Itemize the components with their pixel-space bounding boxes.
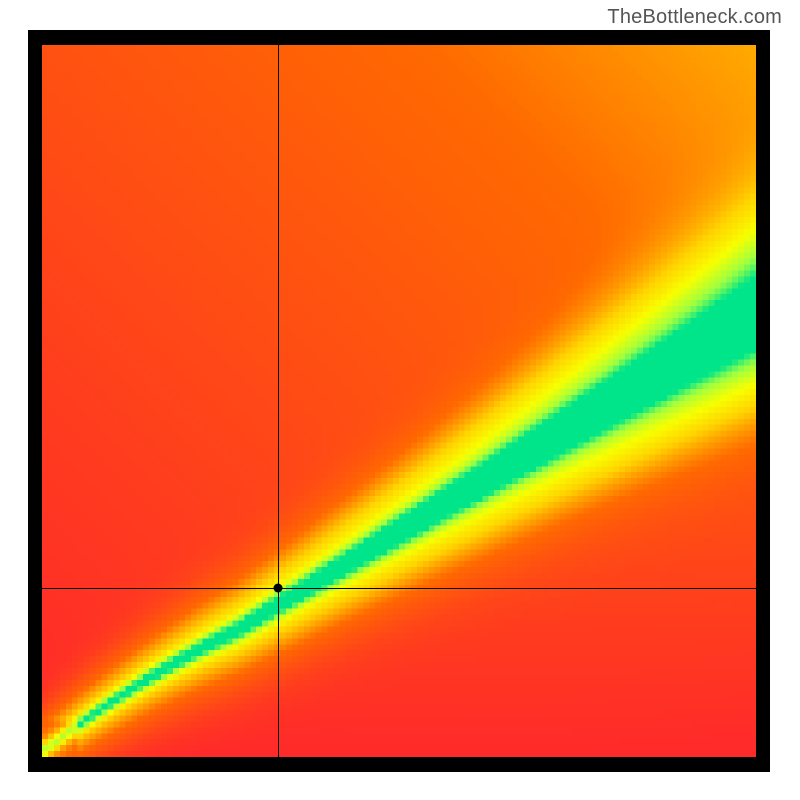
chart-container: TheBottleneck.com — [0, 0, 800, 800]
crosshair-horizontal — [42, 588, 756, 589]
plot-frame — [28, 30, 770, 772]
marker-dot — [273, 584, 282, 593]
heatmap-canvas — [42, 45, 756, 757]
watermark-text: TheBottleneck.com — [607, 6, 782, 29]
crosshair-vertical — [278, 45, 279, 757]
